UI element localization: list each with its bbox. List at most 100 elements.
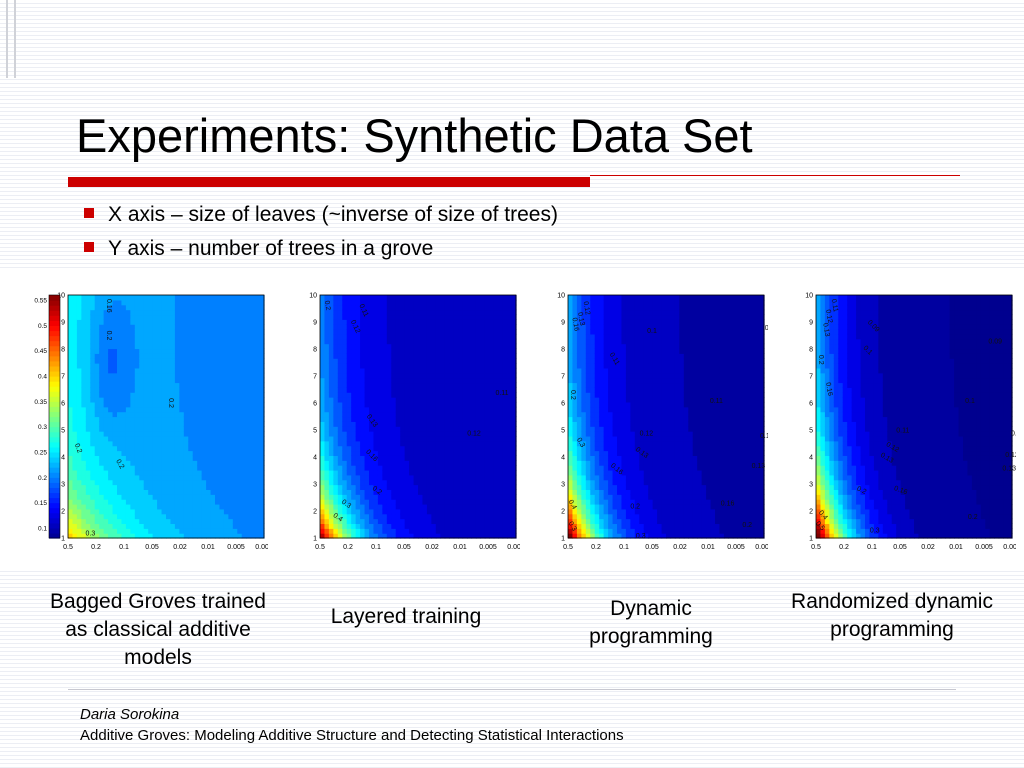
heatmap-cell [108, 333, 114, 340]
heatmap-cell [337, 367, 343, 374]
heatmap-cell [152, 484, 158, 490]
heatmap-cell [603, 499, 609, 505]
heatmap-cell [170, 299, 176, 306]
heatmap-cell [422, 499, 428, 505]
heatmap-cell [444, 367, 450, 374]
heatmap-cell [360, 358, 366, 364]
heatmap-cell [391, 479, 397, 486]
heatmap-cell [426, 431, 432, 437]
heatmap-cell [498, 494, 504, 500]
heatmap-cell [152, 358, 158, 364]
heatmap-cell [511, 450, 517, 456]
heatmap-cell [568, 503, 574, 510]
heatmap-cell [395, 324, 401, 330]
heatmap-cell [484, 367, 490, 374]
heatmap-cell [364, 460, 370, 466]
heatmap-cell [382, 479, 388, 486]
heatmap-cell [121, 353, 127, 359]
colorbar-tick-label: 0.25 [34, 449, 47, 456]
heatmap-cell [197, 295, 203, 301]
heatmap-cell [507, 324, 513, 330]
heatmap-cell [237, 450, 243, 456]
heatmap-cell [210, 494, 216, 500]
heatmap-cell [386, 411, 392, 418]
heatmap-cell [453, 309, 459, 316]
heatmap-cell [386, 528, 392, 534]
heatmap-cell [90, 518, 96, 525]
heatmap-cell [382, 299, 388, 306]
heatmap-cell [480, 343, 486, 350]
heatmap-cell [192, 372, 198, 379]
heatmap-cell [444, 333, 450, 340]
heatmap-cell [568, 440, 574, 447]
heatmap-cell [594, 406, 600, 413]
heatmap-cell [108, 358, 114, 364]
heatmap-cell [94, 426, 100, 432]
heatmap-cell [603, 431, 609, 437]
contour-label: 0.2 [73, 443, 83, 455]
heatmap-cell [404, 479, 410, 486]
heatmap-cell [174, 392, 180, 398]
heatmap-cell [333, 455, 339, 461]
heatmap-cell [328, 377, 334, 384]
colorbar-segment [49, 482, 60, 488]
heatmap-cell [462, 329, 468, 335]
heatmap-cell [377, 460, 383, 466]
heatmap-cell [364, 440, 370, 447]
heatmap-cell [152, 333, 158, 340]
heatmap-cell [404, 295, 410, 301]
heatmap-cell [90, 387, 96, 393]
heatmap-cell [99, 411, 105, 418]
heatmap-cell [166, 450, 172, 456]
colorbar-segment [49, 320, 60, 326]
heatmap-cell [484, 319, 490, 325]
heatmap-cell [94, 382, 100, 388]
heatmap-cell [121, 363, 127, 369]
heatmap-cell [382, 377, 388, 384]
heatmap-cell [351, 533, 357, 539]
colorbar-segment [49, 360, 60, 367]
heatmap-cell [250, 445, 256, 452]
heatmap-cell [121, 406, 127, 413]
heatmap-cell [99, 401, 105, 408]
heatmap-cell [467, 460, 473, 466]
heatmap-cell [201, 338, 207, 345]
heatmap-cell [462, 426, 468, 432]
heatmap-cell [215, 299, 221, 306]
heatmap-cell [219, 382, 225, 388]
heatmap-cell [183, 465, 189, 471]
heatmap-cell [148, 528, 154, 534]
heatmap-cell [400, 382, 406, 388]
heatmap-cell [183, 387, 189, 393]
y-tick-label: 9 [61, 320, 65, 327]
heatmap-cell [346, 445, 352, 452]
heatmap-cell [346, 508, 352, 515]
heatmap-cell [418, 518, 424, 525]
heatmap-cell [585, 343, 591, 350]
heatmap-cell [219, 333, 225, 340]
heatmap-cell [174, 435, 180, 442]
heatmap-cell [404, 333, 410, 340]
heatmap-cell [143, 518, 149, 525]
heatmap-cell [364, 508, 370, 515]
heatmap-cell [215, 508, 221, 515]
heatmap-cell [161, 431, 167, 437]
heatmap-cell [462, 324, 468, 330]
heatmap-cell [112, 455, 118, 461]
heatmap-cell [576, 513, 582, 520]
heatmap-cell [377, 508, 383, 515]
heatmap-cell [346, 503, 352, 510]
heatmap-cell [112, 440, 118, 447]
heatmap-cell [188, 494, 194, 500]
heatmap-cell [409, 518, 415, 525]
heatmap-cell [435, 401, 441, 408]
heatmap-cell [426, 465, 432, 471]
heatmap-cell [170, 333, 176, 340]
heatmap-cell [72, 528, 78, 534]
heatmap-cell [125, 348, 131, 354]
heatmap-cell [471, 440, 477, 447]
heatmap-cell [179, 363, 185, 369]
heatmap-cell [576, 406, 582, 413]
heatmap-cell [480, 397, 486, 403]
heatmap-cell [179, 513, 185, 520]
